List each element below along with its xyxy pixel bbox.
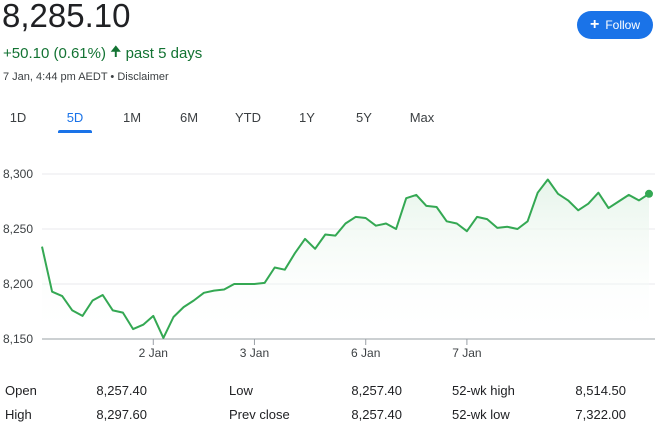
tab-max[interactable]: Max — [409, 110, 435, 125]
price-chart: 8,150 8,200 8,250 8,300 2 Jan 3 Jan 6 Jan 7 Ja… — [3, 167, 655, 360]
stat-value-open: 8,257.40 — [96, 383, 147, 398]
stats-table: Open 8,257.40 Low 8,257.40 52-wk high 8,… — [0, 378, 659, 428]
stat-label-52wk-high: 52-wk high — [452, 383, 515, 398]
change-period: past 5 days — [125, 44, 203, 62]
price-area — [42, 179, 649, 339]
stat-value-52wk-high: 8,514.50 — [575, 383, 626, 398]
range-tabs: 1D 5D 1M 6M YTD 1Y 5Y Max — [0, 104, 460, 133]
price-change: +50.10 (0.61%) — [3, 44, 106, 62]
plus-icon: + — [589, 16, 600, 33]
stat-label-open: Open — [5, 383, 37, 398]
tab-1y[interactable]: 1Y — [299, 110, 315, 125]
price-change-line: +50.10 (0.61%) 🠉 past 5 days — [3, 41, 202, 65]
tab-1m[interactable]: 1M — [122, 110, 142, 125]
stock-price: 8,285.10 — [2, 0, 131, 34]
stat-label-low: Low — [229, 383, 253, 398]
meta-separator: • — [110, 71, 115, 83]
tab-1d[interactable]: 1D — [9, 110, 27, 125]
quote-meta: 7 Jan, 4:44 pm AEDT • Disclaimer — [3, 71, 169, 83]
tab-6m[interactable]: 6M — [179, 110, 199, 125]
y-tick-label: 8,150 — [3, 332, 33, 346]
stat-value-low: 8,257.40 — [351, 383, 402, 398]
tab-5d[interactable]: 5D — [58, 104, 92, 133]
x-tick-label: 3 Jan — [240, 346, 269, 360]
stat-label-high: High — [5, 407, 32, 422]
tab-5y[interactable]: 5Y — [356, 110, 372, 125]
x-tick-label: 2 Jan — [139, 346, 168, 360]
stat-value-52wk-low: 7,322.00 — [575, 407, 626, 422]
follow-button[interactable]: + Follow — [577, 11, 653, 39]
disclaimer-link[interactable]: Disclaimer — [117, 71, 169, 83]
tab-ytd[interactable]: YTD — [235, 110, 261, 125]
stat-label-52wk-low: 52-wk low — [452, 407, 510, 422]
up-arrow-icon: 🠉 — [110, 43, 122, 59]
price-line — [41, 178, 650, 339]
x-tick-label: 6 Jan — [351, 346, 380, 360]
stat-label-prev-close: Prev close — [229, 407, 290, 422]
y-tick-label: 8,250 — [3, 222, 33, 236]
follow-label: Follow — [605, 18, 641, 32]
stat-value-high: 8,297.60 — [96, 407, 147, 422]
last-price-dot — [645, 189, 653, 198]
y-tick-label: 8,300 — [3, 167, 33, 181]
stat-value-prev-close: 8,257.40 — [351, 407, 402, 422]
quote-timestamp: 7 Jan, 4:44 pm AEDT — [3, 71, 108, 83]
y-tick-label: 8,200 — [3, 277, 33, 291]
x-tick-label: 7 Jan — [452, 346, 481, 360]
